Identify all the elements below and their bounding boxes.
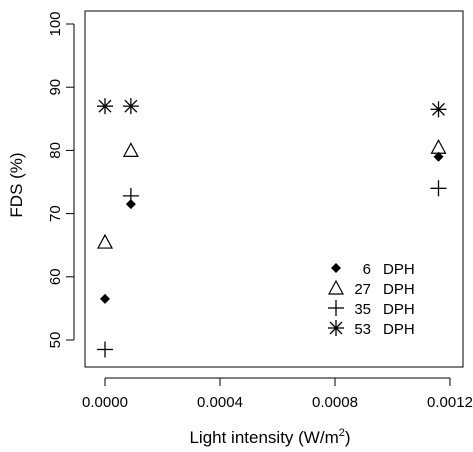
y-tick-label: 80 — [47, 142, 64, 159]
x-axis-title: Light intensity (W/m2) — [189, 427, 350, 447]
legend-label: 53 — [354, 321, 371, 338]
data-point-53-dph — [97, 98, 113, 115]
data-point-53-dph — [122, 98, 139, 115]
data-point-35-dph — [430, 180, 447, 197]
data-point-6-dph — [433, 151, 444, 162]
x-tick-label: 0.0008 — [312, 394, 358, 411]
legend-unit: DPH — [383, 281, 415, 298]
data-point-53-dph — [430, 101, 447, 118]
y-tick-label: 70 — [47, 205, 64, 222]
legend-marker-plus — [328, 300, 344, 316]
data-point-27-dph — [122, 142, 139, 157]
legend-marker-triangle — [327, 279, 345, 295]
x-tick-label: 0.0000 — [82, 394, 128, 411]
x-axis: 0.0000 0.0004 0.0008 0.0012 — [82, 377, 473, 411]
y-tick-label: 100 — [47, 11, 64, 36]
legend-marker-diamond — [331, 263, 341, 273]
data-point-35-dph — [122, 187, 139, 204]
legend: 6 DPH 27 DPH 35 DPH 53 DPH — [327, 261, 415, 338]
plot-frame — [84, 10, 464, 368]
legend-label: 6 — [363, 261, 371, 278]
data-points — [96, 98, 447, 358]
data-point-27-dph — [96, 233, 114, 249]
legend-unit: DPH — [383, 301, 415, 318]
data-point-35-dph — [97, 341, 113, 358]
y-tick-label: 60 — [47, 268, 64, 285]
data-point-6-dph — [100, 293, 110, 304]
legend-unit: DPH — [383, 321, 415, 338]
y-tick-label: 50 — [47, 332, 64, 349]
data-point-6-dph — [125, 199, 136, 210]
data-point-27-dph — [430, 138, 447, 154]
legend-marker-asterisk — [328, 320, 344, 336]
y-tick-label: 90 — [47, 79, 64, 96]
legend-label: 27 — [354, 281, 371, 298]
y-axis-title: FDS (%) — [7, 152, 26, 217]
y-axis: 50 60 70 80 90 100 — [47, 11, 75, 349]
x-tick-label: 0.0012 — [427, 394, 473, 411]
legend-label: 35 — [354, 301, 371, 318]
x-tick-label: 0.0004 — [197, 394, 243, 411]
legend-unit: DPH — [383, 261, 415, 278]
